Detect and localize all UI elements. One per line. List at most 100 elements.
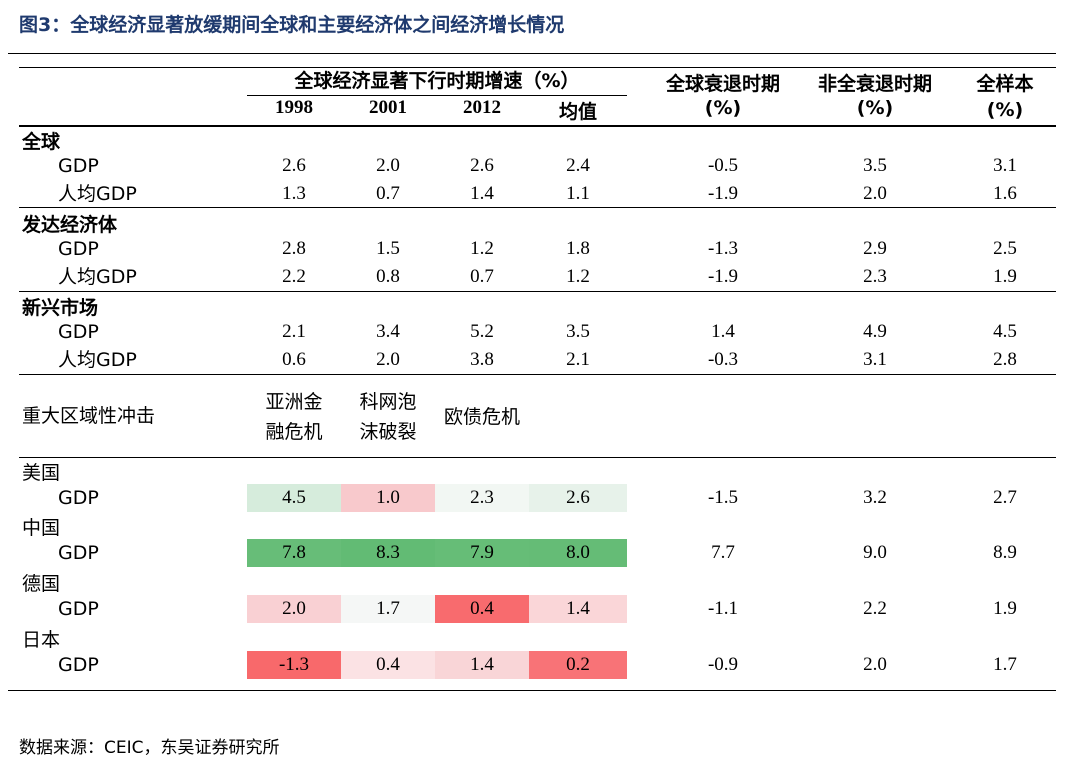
row-label: GDP bbox=[58, 598, 99, 620]
heatmap-cell: 1.0 bbox=[341, 484, 435, 512]
value-cell: 2.8 bbox=[282, 238, 306, 259]
value-cell: 1.2 bbox=[566, 266, 590, 287]
shock-event-asian-crisis: 亚洲金 融危机 bbox=[265, 391, 323, 443]
year-group-rule bbox=[247, 95, 627, 96]
value-cell: 1.8 bbox=[566, 238, 590, 259]
value-cell: 4.5 bbox=[993, 321, 1017, 342]
year-header-2001: 2001 bbox=[369, 97, 407, 118]
heatmap-cell: 9.0 bbox=[863, 542, 887, 563]
value-cell: -0.3 bbox=[707, 349, 739, 370]
heatmap-cell: 2.0 bbox=[247, 595, 341, 623]
top-rule bbox=[8, 53, 1056, 54]
value-cell: 3.5 bbox=[566, 321, 590, 342]
value-cell: 2.1 bbox=[566, 349, 590, 370]
value-cell: 3.5 bbox=[863, 155, 887, 176]
group-divider-rule bbox=[19, 207, 1056, 208]
heatmap-cell: 3.2 bbox=[863, 487, 887, 508]
heatmap-cell: -0.9 bbox=[707, 654, 739, 675]
shock-label: 重大区域性冲击 bbox=[22, 405, 156, 427]
row-label: GDP bbox=[58, 542, 99, 564]
country-label: 德国 bbox=[22, 573, 61, 595]
value-cell: 1.9 bbox=[993, 266, 1017, 287]
full-sample-unit: (%) bbox=[986, 99, 1024, 121]
row-label: GDP bbox=[58, 487, 99, 509]
country-label: 日本 bbox=[22, 629, 61, 651]
period-group-header: 全球经济显著下行时期增速（%） bbox=[294, 70, 580, 92]
row-label: GDP bbox=[58, 321, 99, 343]
group-divider-rule bbox=[19, 291, 1056, 292]
row-label: 人均GDP bbox=[58, 183, 137, 205]
value-cell: 2.1 bbox=[282, 321, 306, 342]
value-cell: 3.4 bbox=[376, 321, 400, 342]
value-cell: 2.8 bbox=[993, 349, 1017, 370]
full-sample-header: 全样本 bbox=[976, 73, 1034, 95]
row-label: 人均GDP bbox=[58, 349, 137, 371]
heatmap-cell: 8.3 bbox=[341, 539, 435, 567]
row-label: 人均GDP bbox=[58, 266, 137, 288]
heatmap-cell: 8.9 bbox=[993, 542, 1017, 563]
heatmap-cell: -1.1 bbox=[707, 598, 739, 619]
heatmap-cell: 2.6 bbox=[529, 484, 627, 512]
value-cell: 0.8 bbox=[376, 266, 400, 287]
mean-header: 均值 bbox=[558, 101, 597, 123]
heatmap-cell: 7.7 bbox=[711, 542, 735, 563]
heatmap-cell: 8.0 bbox=[529, 539, 627, 567]
heatmap-cell: 1.7 bbox=[993, 654, 1017, 675]
heatmap-cell: 7.9 bbox=[435, 539, 529, 567]
shock-event-dotcom: 科网泡 沫破裂 bbox=[359, 391, 417, 443]
source-note: 数据来源：CEIC，东吴证券研究所 bbox=[19, 738, 280, 758]
shock-divider-rule bbox=[19, 457, 1056, 458]
value-cell: 3.1 bbox=[863, 349, 887, 370]
value-cell: -0.5 bbox=[707, 155, 739, 176]
value-cell: 0.7 bbox=[470, 266, 494, 287]
country-label: 中国 bbox=[22, 517, 61, 539]
value-cell: 2.2 bbox=[282, 266, 306, 287]
heatmap-cell: 1.9 bbox=[993, 598, 1017, 619]
region-label: 全球 bbox=[22, 131, 61, 153]
value-cell: 1.5 bbox=[376, 238, 400, 259]
heatmap-cell: 0.4 bbox=[435, 595, 529, 623]
value-cell: 3.1 bbox=[993, 155, 1017, 176]
country-label: 美国 bbox=[22, 462, 61, 484]
value-cell: 1.1 bbox=[566, 183, 590, 204]
heatmap-cell: 2.2 bbox=[863, 598, 887, 619]
value-cell: 1.6 bbox=[993, 183, 1017, 204]
value-cell: -1.9 bbox=[707, 266, 739, 287]
value-cell: 2.5 bbox=[993, 238, 1017, 259]
heatmap-cell: 0.2 bbox=[529, 651, 627, 679]
year-header-2012: 2012 bbox=[463, 97, 501, 118]
heatmap-cell: 2.3 bbox=[435, 484, 529, 512]
value-cell: -1.3 bbox=[707, 238, 739, 259]
recession-header: 全球衰退时期 bbox=[665, 73, 780, 95]
heatmap-cell: 4.5 bbox=[247, 484, 341, 512]
shock-event-euro-debt: 欧债危机 bbox=[443, 406, 520, 428]
row-label: GDP bbox=[58, 654, 99, 676]
row-label: GDP bbox=[58, 155, 99, 177]
value-cell: 2.9 bbox=[863, 238, 887, 259]
bottom-rule bbox=[8, 690, 1056, 691]
value-cell: 2.6 bbox=[282, 155, 306, 176]
heatmap-cell: 1.7 bbox=[341, 595, 435, 623]
value-cell: 3.8 bbox=[470, 349, 494, 370]
region-label: 新兴市场 bbox=[22, 297, 99, 319]
value-cell: 5.2 bbox=[470, 321, 494, 342]
value-cell: -1.9 bbox=[707, 183, 739, 204]
value-cell: 1.3 bbox=[282, 183, 306, 204]
value-cell: 0.6 bbox=[282, 349, 306, 370]
heatmap-cell: 1.4 bbox=[529, 595, 627, 623]
heatmap-cell: 2.7 bbox=[993, 487, 1017, 508]
value-cell: 1.2 bbox=[470, 238, 494, 259]
heatmap-cell: 0.4 bbox=[341, 651, 435, 679]
value-cell: 2.0 bbox=[376, 155, 400, 176]
heatmap-cell: 7.8 bbox=[247, 539, 341, 567]
header-bottom-rule bbox=[19, 125, 1056, 127]
row-label: GDP bbox=[58, 238, 99, 260]
heatmap-cell: 2.0 bbox=[863, 654, 887, 675]
value-cell: 1.4 bbox=[470, 183, 494, 204]
nonrecession-header: 非全衰退时期 bbox=[817, 73, 932, 95]
value-cell: 1.4 bbox=[711, 321, 735, 342]
value-cell: 0.7 bbox=[376, 183, 400, 204]
recession-unit: (%) bbox=[704, 97, 742, 119]
group-divider-rule bbox=[19, 374, 1056, 375]
region-label: 发达经济体 bbox=[22, 214, 118, 236]
